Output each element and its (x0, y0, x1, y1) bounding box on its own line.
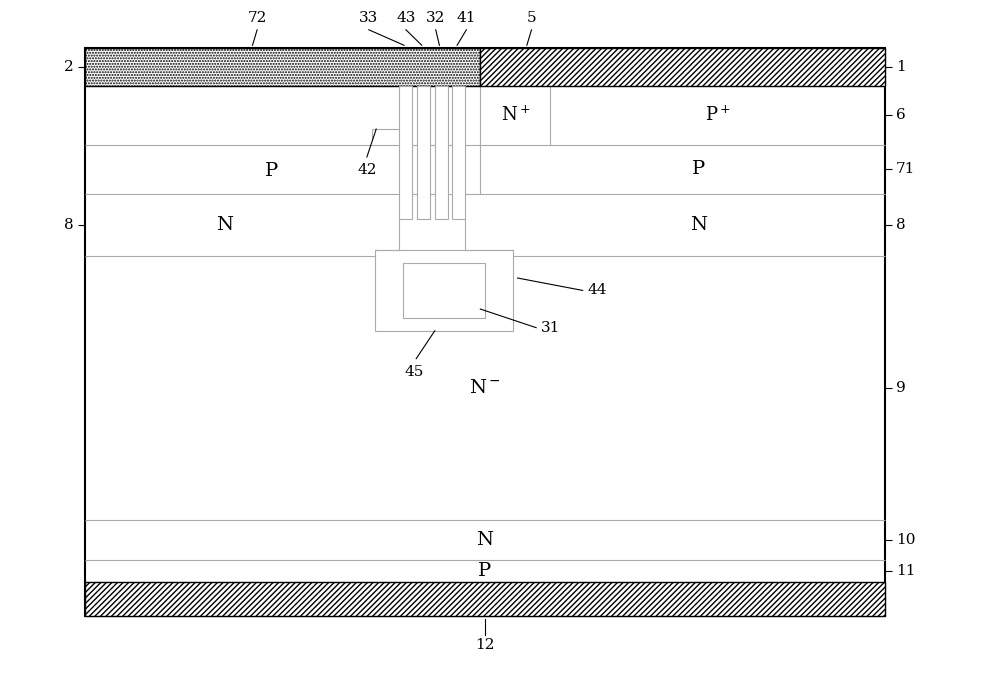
Text: 33: 33 (359, 11, 378, 25)
Text: 71: 71 (896, 162, 915, 177)
Text: 32: 32 (426, 11, 445, 25)
Text: P$^+$: P$^+$ (705, 106, 730, 125)
Text: 44: 44 (587, 284, 607, 297)
Text: 72: 72 (247, 11, 267, 25)
Bar (403, 263, 485, 318)
Text: 5: 5 (527, 11, 536, 25)
Text: 42: 42 (357, 163, 377, 177)
Text: 6: 6 (896, 108, 906, 122)
Text: 45: 45 (405, 365, 424, 379)
Text: 12: 12 (475, 638, 495, 652)
Bar (452, 86, 465, 219)
Text: N: N (690, 216, 707, 234)
Text: 8: 8 (64, 218, 74, 233)
Text: N$^+$: N$^+$ (501, 106, 531, 125)
Text: 43: 43 (396, 11, 416, 25)
Text: N: N (477, 531, 494, 549)
Text: P: P (692, 160, 706, 179)
Text: 2: 2 (64, 60, 74, 74)
Bar (480, 48, 885, 86)
Text: P: P (478, 562, 492, 580)
Text: 11: 11 (896, 564, 916, 578)
Bar (435, 86, 448, 219)
Bar (417, 86, 430, 219)
Text: N: N (216, 216, 233, 234)
Bar (375, 250, 513, 331)
Text: 41: 41 (457, 11, 476, 25)
Text: 1: 1 (896, 60, 906, 74)
Text: 9: 9 (896, 381, 906, 395)
Text: 31: 31 (541, 321, 560, 335)
Bar (85, 582, 885, 617)
Bar (85, 48, 885, 617)
Text: 8: 8 (896, 218, 906, 233)
Text: N$^-$: N$^-$ (469, 379, 501, 397)
Bar (85, 48, 480, 86)
Bar (399, 86, 412, 219)
Text: 10: 10 (896, 533, 916, 547)
Text: P: P (264, 162, 278, 180)
